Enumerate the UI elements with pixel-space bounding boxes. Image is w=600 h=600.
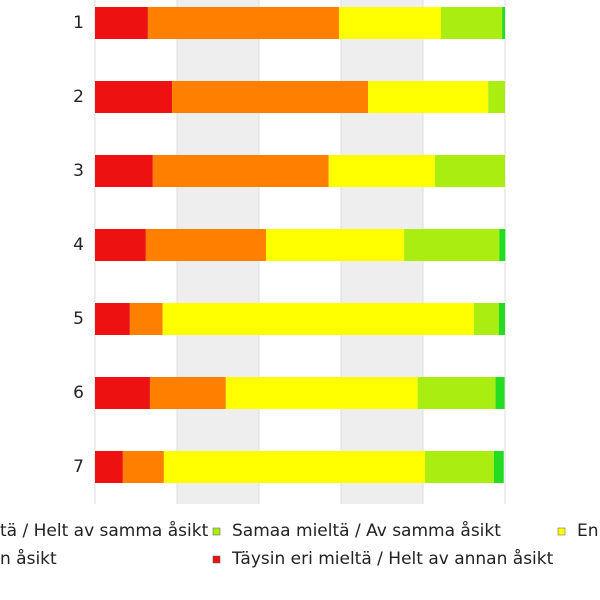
bar-segment <box>225 377 418 409</box>
bar-segment <box>488 81 505 113</box>
legend-label: tä / Helt av samma åsikt <box>0 520 209 541</box>
bar-segment <box>95 155 153 187</box>
bar-segment <box>129 303 163 335</box>
bar-segment <box>404 229 500 261</box>
y-tick-label: 6 <box>73 383 84 403</box>
bar-segment <box>498 303 505 335</box>
bar-segment <box>502 7 505 39</box>
bar-segment <box>95 7 148 39</box>
bar-segment <box>162 303 474 335</box>
legend-label: n åsikt <box>0 548 57 569</box>
bar-segment <box>441 7 503 39</box>
legend-label: En <box>577 521 599 541</box>
bar-segment <box>499 229 506 261</box>
y-tick-label: 1 <box>73 13 84 33</box>
y-tick-label: 4 <box>73 235 84 255</box>
y-tick-label: 2 <box>73 87 84 107</box>
bar-segment <box>417 377 496 409</box>
legend-marker <box>212 555 221 564</box>
bar-segment <box>328 155 435 187</box>
bar-segment <box>95 303 130 335</box>
bar-segment <box>473 303 499 335</box>
bar-segment <box>172 81 369 113</box>
bar-segment <box>425 451 494 483</box>
bar-segment <box>145 229 266 261</box>
bar-segment <box>368 81 489 113</box>
y-tick-label: 5 <box>73 309 84 329</box>
bar-segment <box>434 155 505 187</box>
bar-segment <box>163 451 426 483</box>
bar-segment <box>95 451 123 483</box>
legend-label: Samaa mieltä / Av samma åsikt <box>232 520 501 541</box>
bar-segment <box>147 7 339 39</box>
bar-segment <box>152 155 329 187</box>
bar-segment <box>122 451 164 483</box>
bar-segment <box>338 7 442 39</box>
y-tick-label: 7 <box>73 457 84 477</box>
bar-segment <box>95 229 146 261</box>
bar-segment <box>495 377 505 409</box>
bar-segment <box>149 377 226 409</box>
bar-segment <box>493 451 504 483</box>
legend-marker <box>212 527 221 536</box>
bar-segment <box>95 377 150 409</box>
legend-marker <box>557 527 566 536</box>
bar-segment <box>95 81 173 113</box>
legend-label: Täysin eri mieltä / Helt av annan åsikt <box>231 548 554 569</box>
bar-segment <box>265 229 405 261</box>
y-tick-label: 3 <box>73 161 84 181</box>
